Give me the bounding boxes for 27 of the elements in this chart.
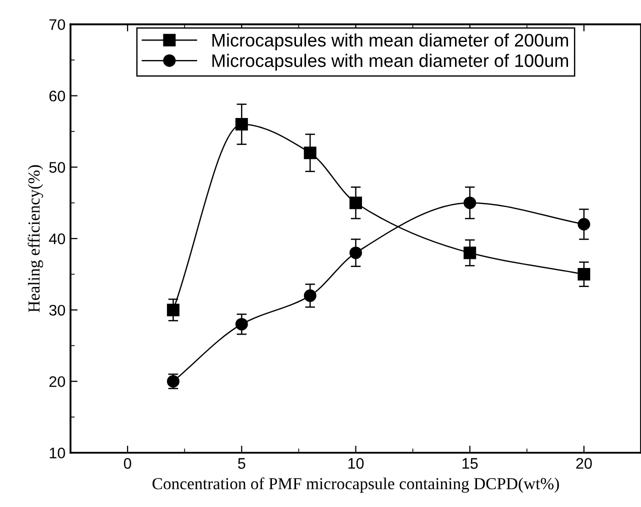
y-tick-label: 50 bbox=[49, 162, 66, 173]
x-tick-label: 5 bbox=[238, 458, 246, 469]
y-tick-label: 70 bbox=[49, 19, 66, 30]
point bbox=[235, 118, 248, 131]
x-tick-label: 10 bbox=[348, 458, 364, 469]
y-tick-label: 60 bbox=[49, 90, 66, 102]
point bbox=[578, 218, 590, 231]
y-tick-label: 20 bbox=[49, 376, 66, 388]
x-tick-label: 15 bbox=[462, 458, 478, 469]
x-axis-title: Concentration of PMF microcapsule containing DCPD(wt%) bbox=[152, 477, 559, 493]
point bbox=[578, 268, 590, 280]
x-tick-label: 0 bbox=[124, 458, 132, 469]
legend-label: Microcapsules with mean diameter of 200um bbox=[212, 33, 568, 50]
y-tick-label: 10 bbox=[50, 448, 66, 458]
y-axis-title: Healing efficiency(%) bbox=[28, 165, 44, 312]
point bbox=[166, 304, 180, 316]
x-tick-label: 20 bbox=[576, 458, 592, 469]
legend-label: Microcapsules with mean diameter of 100um bbox=[212, 54, 568, 71]
point bbox=[304, 146, 316, 160]
y-tick-label: 40 bbox=[49, 233, 66, 244]
point bbox=[350, 196, 362, 210]
y-tick-label: 30 bbox=[49, 304, 66, 316]
point bbox=[235, 318, 248, 330]
point bbox=[464, 246, 476, 260]
point bbox=[464, 196, 476, 210]
point bbox=[350, 246, 362, 260]
point bbox=[304, 289, 316, 302]
